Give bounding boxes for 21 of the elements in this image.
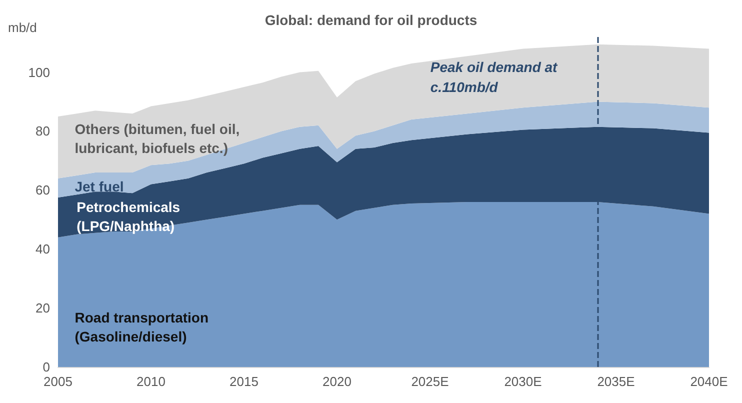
y-tick-label: 20 <box>36 300 50 316</box>
y-tick-label: 0 <box>42 360 50 374</box>
x-tick-label: 2035E <box>597 374 636 389</box>
y-axis-title: mb/d <box>8 20 37 35</box>
x-tick-label: 2025E <box>411 374 450 389</box>
x-tick-label: 2015 <box>230 374 258 389</box>
y-tick-label: 100 <box>28 64 50 80</box>
x-tick-label: 2005 <box>44 374 72 389</box>
series-label: Jet fuel <box>74 178 124 194</box>
series-label: Others (bitumen, fuel oil, lubricant, biofuels etc.) <box>74 120 240 156</box>
y-tick-label: 80 <box>36 124 50 139</box>
ref-line-label: Peak oil demand at c.110mb/d <box>430 58 559 95</box>
y-tick-label: 60 <box>36 182 50 198</box>
chart-title: Global: demand for oil products <box>264 12 478 28</box>
y-tick-label: 40 <box>36 242 50 257</box>
x-tick-label: 2010 <box>136 374 166 389</box>
series-label: Petrochemicals (LPG/Naphtha) <box>76 199 180 234</box>
series-label: Road transportation (Gasoline/diesel) <box>74 310 209 345</box>
x-tick-label: 2020 <box>322 374 352 389</box>
x-tick-label: 2030E <box>504 374 542 389</box>
x-tick-label: 2040E <box>690 374 728 389</box>
